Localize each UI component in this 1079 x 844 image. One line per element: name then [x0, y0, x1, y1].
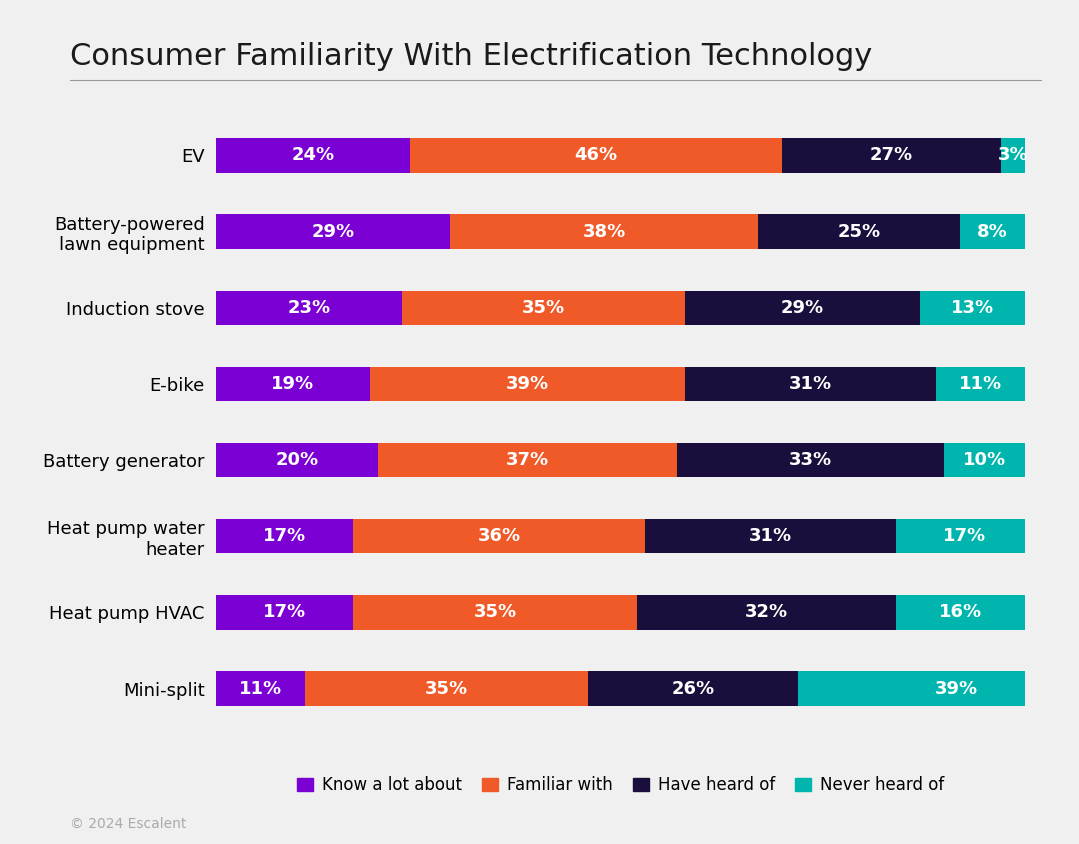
- Bar: [919, 290, 1025, 325]
- Text: 11%: 11%: [238, 679, 282, 698]
- Bar: [685, 367, 935, 401]
- Text: 38%: 38%: [583, 223, 626, 241]
- Bar: [678, 443, 944, 477]
- Text: 33%: 33%: [789, 451, 832, 469]
- Text: 17%: 17%: [263, 603, 306, 621]
- Text: 32%: 32%: [745, 603, 788, 621]
- Text: 27%: 27%: [870, 146, 913, 165]
- Text: 39%: 39%: [506, 375, 549, 393]
- Legend: Know a lot about, Familiar with, Have heard of, Never heard of: Know a lot about, Familiar with, Have he…: [290, 770, 951, 801]
- Bar: [798, 672, 1079, 706]
- Bar: [216, 290, 401, 325]
- Bar: [782, 138, 1000, 172]
- Text: 35%: 35%: [474, 603, 517, 621]
- Bar: [685, 290, 919, 325]
- Bar: [410, 138, 782, 172]
- Bar: [369, 367, 685, 401]
- Text: 25%: 25%: [837, 223, 880, 241]
- Bar: [216, 672, 304, 706]
- Bar: [944, 443, 1025, 477]
- Text: 36%: 36%: [478, 528, 520, 545]
- Bar: [216, 519, 354, 554]
- Text: 19%: 19%: [271, 375, 314, 393]
- Bar: [216, 443, 378, 477]
- Text: 13%: 13%: [951, 299, 994, 316]
- Bar: [216, 595, 354, 630]
- Text: 46%: 46%: [575, 146, 617, 165]
- Text: 10%: 10%: [964, 451, 1006, 469]
- Bar: [216, 138, 410, 172]
- Bar: [960, 214, 1025, 249]
- Text: 8%: 8%: [978, 223, 1008, 241]
- Text: 37%: 37%: [506, 451, 549, 469]
- Bar: [645, 519, 896, 554]
- Text: 16%: 16%: [939, 603, 982, 621]
- Text: Consumer Familiarity With Electrification Technology: Consumer Familiarity With Electrificatio…: [70, 42, 873, 71]
- Bar: [896, 519, 1033, 554]
- Text: 24%: 24%: [291, 146, 334, 165]
- Text: 31%: 31%: [749, 528, 792, 545]
- Bar: [354, 519, 645, 554]
- Text: 35%: 35%: [425, 679, 468, 698]
- Bar: [637, 595, 896, 630]
- Bar: [354, 595, 637, 630]
- Bar: [378, 443, 678, 477]
- Text: 17%: 17%: [943, 528, 986, 545]
- Bar: [216, 367, 369, 401]
- Text: 20%: 20%: [275, 451, 318, 469]
- Bar: [757, 214, 960, 249]
- Bar: [401, 290, 685, 325]
- Text: 35%: 35%: [522, 299, 565, 316]
- Text: © 2024 Escalent: © 2024 Escalent: [70, 817, 187, 831]
- Text: 3%: 3%: [998, 146, 1028, 165]
- Text: 39%: 39%: [934, 679, 978, 698]
- Bar: [451, 214, 757, 249]
- Bar: [1001, 138, 1025, 172]
- Text: 29%: 29%: [781, 299, 824, 316]
- Text: 26%: 26%: [672, 679, 714, 698]
- Bar: [588, 672, 798, 706]
- Bar: [896, 595, 1025, 630]
- Bar: [304, 672, 588, 706]
- Text: 23%: 23%: [287, 299, 330, 316]
- Text: 31%: 31%: [789, 375, 832, 393]
- Text: 17%: 17%: [263, 528, 306, 545]
- Bar: [216, 214, 451, 249]
- Bar: [937, 367, 1025, 401]
- Text: 29%: 29%: [312, 223, 355, 241]
- Text: 11%: 11%: [959, 375, 1002, 393]
